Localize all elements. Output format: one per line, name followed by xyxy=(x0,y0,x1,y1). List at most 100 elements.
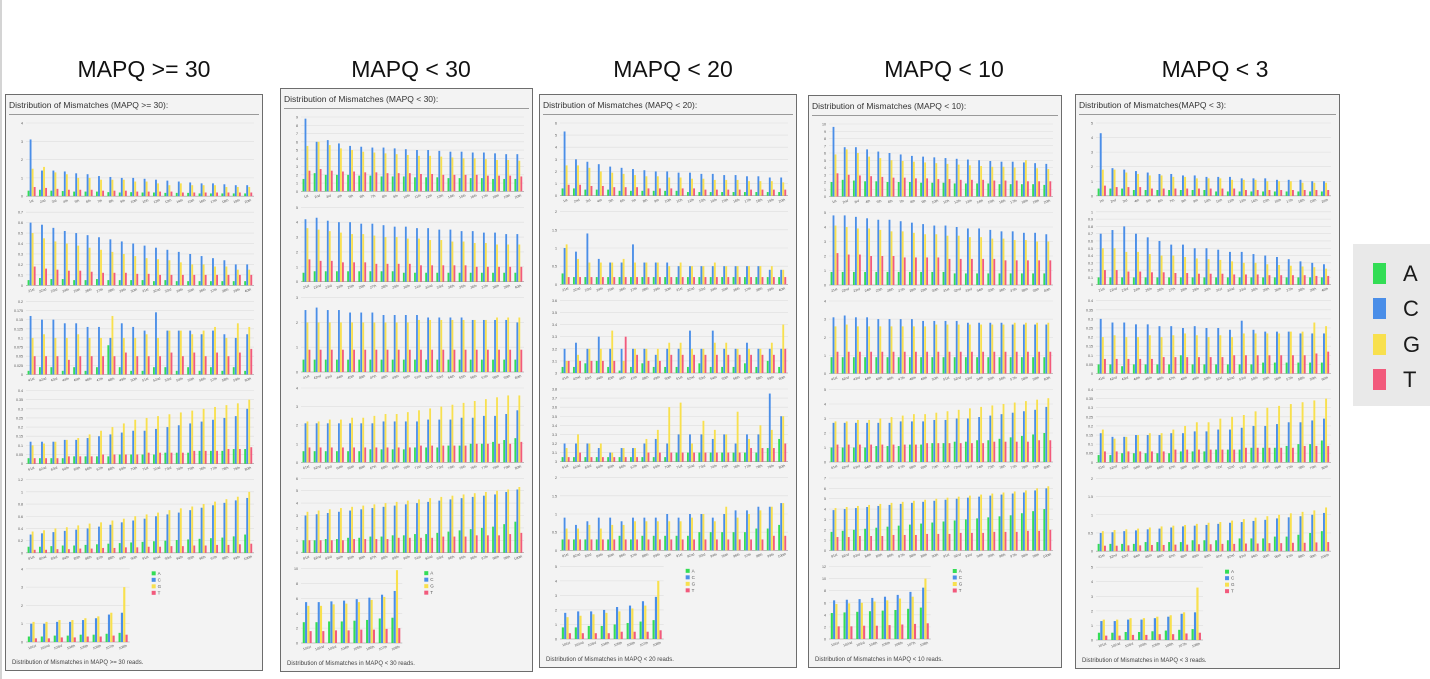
bar-g xyxy=(980,406,983,462)
bar-t xyxy=(308,170,311,192)
bar-g xyxy=(980,166,983,197)
bar-t xyxy=(420,173,422,192)
bar-g xyxy=(748,438,750,462)
bar-c xyxy=(382,315,385,372)
bar-a xyxy=(480,527,483,553)
mini-legend-swatch-c xyxy=(151,577,156,582)
x-tick-label: 57th xyxy=(744,375,752,381)
bar-g xyxy=(1219,178,1222,196)
x-tick-label: 19th xyxy=(1309,198,1317,204)
bar-a xyxy=(369,359,372,372)
bar-t xyxy=(498,535,500,553)
bar-t xyxy=(888,625,891,639)
bar-c xyxy=(1264,178,1267,196)
bar-g xyxy=(1036,322,1039,374)
bar-g xyxy=(1325,268,1328,285)
x-tick-label: 93rd xyxy=(164,555,172,561)
bar-c xyxy=(609,452,612,462)
bar-g xyxy=(890,160,893,197)
bar-t xyxy=(937,533,940,551)
bar-a xyxy=(73,280,76,286)
x-tick-label: 81st xyxy=(303,555,310,561)
bar-g xyxy=(248,269,251,286)
y-tick-label: 0 xyxy=(21,284,23,288)
x-tick-label: 19th xyxy=(503,193,511,199)
bar-t xyxy=(453,445,456,463)
bar-t xyxy=(1162,188,1165,196)
bar-c xyxy=(654,517,657,551)
bar-t xyxy=(568,633,571,639)
x-tick-label: 26th xyxy=(886,287,894,293)
bar-c xyxy=(29,315,32,375)
bar-g xyxy=(1325,182,1328,196)
bar-g xyxy=(1116,619,1119,640)
bar-c xyxy=(654,354,657,373)
bar-a xyxy=(391,617,394,643)
bar-t xyxy=(509,175,512,192)
bar-g xyxy=(1289,265,1292,285)
bar-c xyxy=(944,419,947,462)
y-tick-label: 10 xyxy=(822,123,826,127)
x-tick-label: 99th xyxy=(1309,553,1317,559)
x-tick-label: 94th xyxy=(710,552,718,558)
bar-g xyxy=(969,495,971,551)
bar-a xyxy=(425,272,428,282)
bar-t xyxy=(1027,530,1029,551)
bar-a xyxy=(141,541,144,553)
bar-t xyxy=(704,539,707,551)
bar-t xyxy=(836,253,839,285)
x-tick-label: 58th xyxy=(221,377,229,383)
bar-a xyxy=(778,366,781,373)
bar-c xyxy=(1252,425,1255,463)
bar-g xyxy=(644,605,647,639)
x-tick-label: 43rd xyxy=(1121,375,1129,381)
x-tick-label: 64th xyxy=(336,464,344,470)
bar-t xyxy=(750,539,753,551)
x-tick-label: 61st xyxy=(1098,464,1105,470)
bar-g xyxy=(395,570,399,643)
bar-c xyxy=(609,262,612,285)
bar-c xyxy=(643,348,646,373)
bar-g xyxy=(100,430,102,464)
bar-g xyxy=(340,508,342,553)
y-tick-label: 0.075 xyxy=(14,346,23,350)
y-tick-label: 0 xyxy=(824,372,826,376)
bar-t xyxy=(993,180,996,197)
x-tick-label: 81st xyxy=(28,555,35,561)
bar-g xyxy=(1137,435,1140,463)
bar-c xyxy=(86,174,89,197)
bar-t xyxy=(926,443,929,462)
bar-c xyxy=(832,510,835,551)
bar-c xyxy=(143,430,146,464)
bar-c xyxy=(1193,326,1196,374)
y-tick-label: 0 xyxy=(555,549,557,553)
bar-a xyxy=(436,177,439,192)
bar-a xyxy=(313,359,316,372)
bar-t xyxy=(193,450,196,464)
bar-g xyxy=(248,491,251,553)
bar-t xyxy=(1139,187,1142,196)
x-tick-label: 37th xyxy=(744,286,752,292)
bar-t xyxy=(475,266,478,282)
bar-t xyxy=(870,351,873,374)
bar-t xyxy=(1221,357,1224,374)
bar-g xyxy=(1184,524,1187,552)
x-tick-label: 11th xyxy=(414,193,421,199)
bar-g xyxy=(748,266,750,285)
bar-a xyxy=(664,457,667,462)
bar-a xyxy=(118,632,121,642)
y-tick-label: 7 xyxy=(824,477,826,481)
bar-g xyxy=(924,578,927,639)
y-tick-label: 0.3 xyxy=(1088,317,1093,321)
bar-c xyxy=(86,326,89,375)
bar-g xyxy=(1278,181,1281,196)
bar-a xyxy=(105,633,108,642)
bar-a xyxy=(721,532,724,551)
bar-c xyxy=(1099,133,1102,196)
x-tick-label: 81st xyxy=(1098,553,1105,559)
bar-g xyxy=(157,416,159,464)
bar-t xyxy=(1327,542,1330,552)
x-tick-label: 61st xyxy=(562,464,569,470)
y-tick-label: 0 xyxy=(1091,639,1093,643)
bar-t xyxy=(227,449,230,464)
